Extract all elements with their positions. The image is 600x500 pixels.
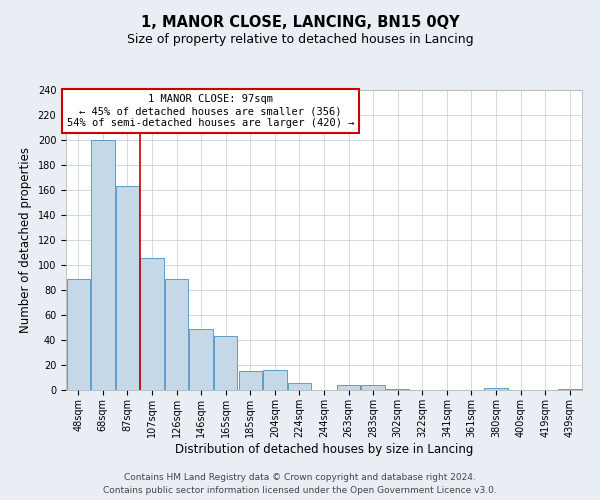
Bar xyxy=(263,370,287,390)
Bar xyxy=(337,385,360,390)
Bar xyxy=(484,388,508,390)
Bar xyxy=(361,385,385,390)
Bar xyxy=(67,279,90,390)
Text: Size of property relative to detached houses in Lancing: Size of property relative to detached ho… xyxy=(127,32,473,46)
Bar xyxy=(386,389,409,390)
Y-axis label: Number of detached properties: Number of detached properties xyxy=(19,147,32,333)
Bar xyxy=(91,140,115,390)
Bar xyxy=(165,279,188,390)
Text: 1 MANOR CLOSE: 97sqm
← 45% of detached houses are smaller (356)
54% of semi-deta: 1 MANOR CLOSE: 97sqm ← 45% of detached h… xyxy=(67,94,354,128)
X-axis label: Distribution of detached houses by size in Lancing: Distribution of detached houses by size … xyxy=(175,442,473,456)
Bar xyxy=(116,186,139,390)
Bar xyxy=(190,329,213,390)
Bar xyxy=(288,382,311,390)
Bar xyxy=(140,258,164,390)
Bar xyxy=(214,336,238,390)
Bar xyxy=(239,371,262,390)
Text: Contains HM Land Registry data © Crown copyright and database right 2024.: Contains HM Land Registry data © Crown c… xyxy=(124,472,476,482)
Text: 1, MANOR CLOSE, LANCING, BN15 0QY: 1, MANOR CLOSE, LANCING, BN15 0QY xyxy=(140,15,460,30)
Bar xyxy=(558,389,581,390)
Text: Contains public sector information licensed under the Open Government Licence v3: Contains public sector information licen… xyxy=(103,486,497,495)
